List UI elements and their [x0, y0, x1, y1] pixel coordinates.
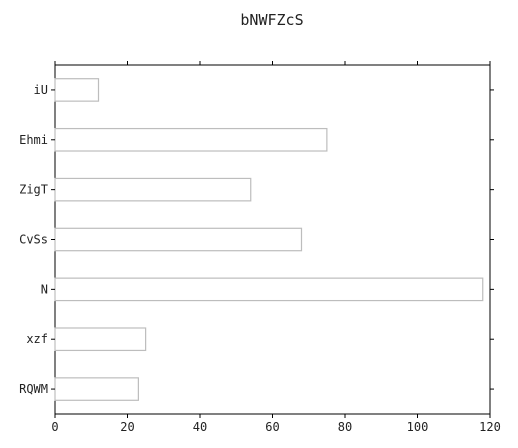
y-tick-label: Ehmi — [19, 133, 48, 147]
y-tick-label: RQWM — [19, 382, 48, 396]
x-tick-label: 60 — [265, 420, 279, 434]
x-tick-label: 80 — [338, 420, 352, 434]
x-tick-label: 40 — [193, 420, 207, 434]
bar-iU — [54, 78, 100, 102]
chart-title: bNWFZcS — [240, 11, 303, 29]
bar-RQWM — [54, 377, 139, 401]
bar-ZigT — [54, 177, 252, 202]
x-tick-label: 100 — [407, 420, 429, 434]
bar-N — [54, 277, 484, 302]
y-tick-label: N — [41, 282, 48, 296]
bar-CvSs — [54, 227, 303, 252]
bar-xzf — [54, 327, 147, 352]
bars-layer — [54, 78, 484, 401]
x-tick-label: 120 — [479, 420, 501, 434]
y-tick-label: xzf — [26, 332, 48, 346]
bar-Ehmi — [54, 127, 328, 152]
x-axis: 0 20 40 60 80 100 120 — [51, 61, 501, 434]
x-tick-label: 0 — [51, 420, 58, 434]
y-tick-label: CvSs — [19, 233, 48, 247]
y-tick-label: ZigT — [19, 183, 48, 197]
y-tick-label: iU — [34, 83, 48, 97]
x-tick-label: 20 — [120, 420, 134, 434]
